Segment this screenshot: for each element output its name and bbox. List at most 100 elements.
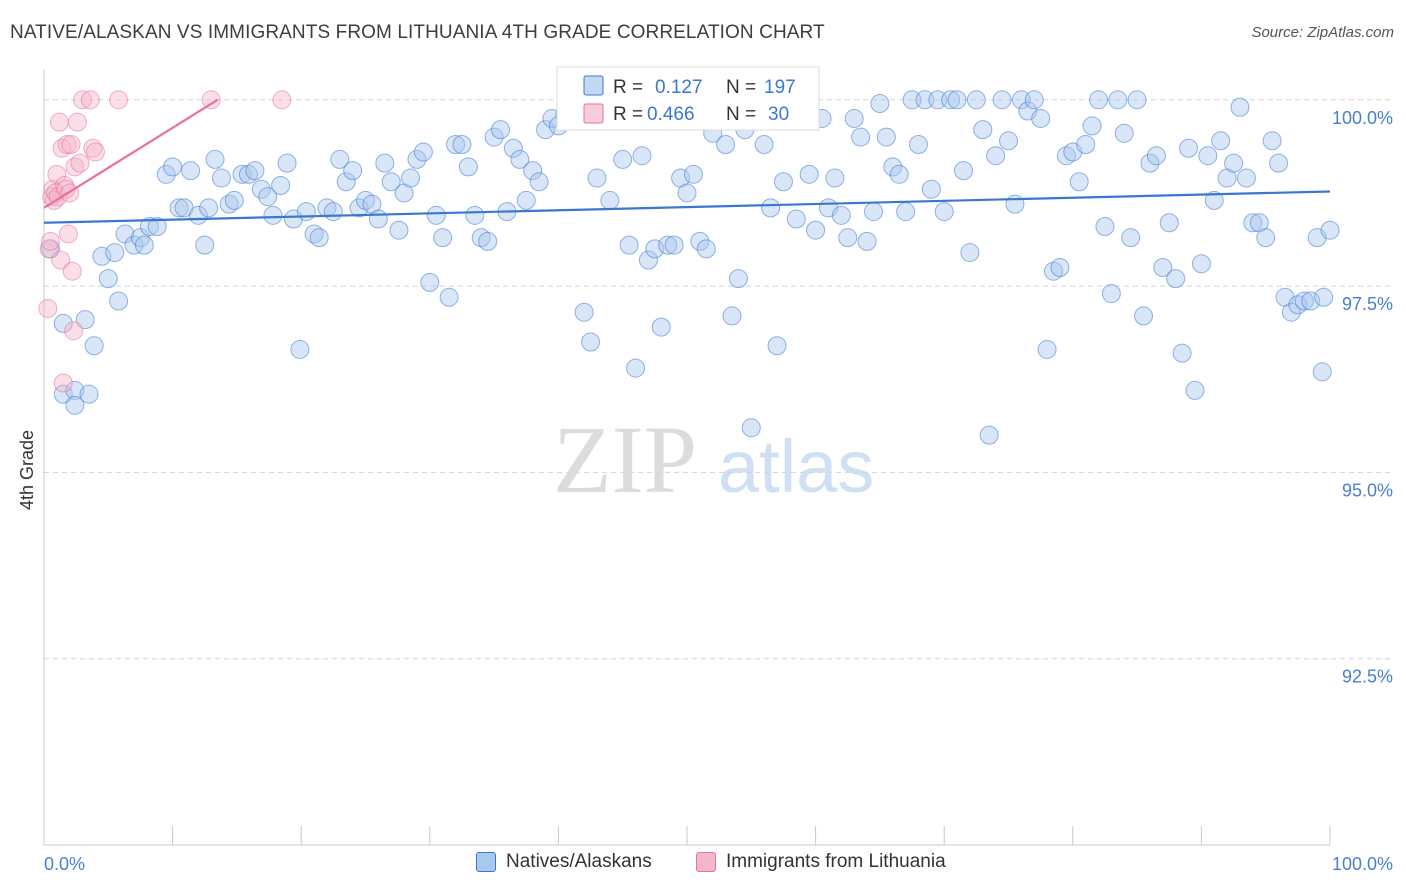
point-lithuania xyxy=(58,224,78,244)
point-natives xyxy=(211,168,231,188)
point-natives xyxy=(979,425,999,445)
point-natives xyxy=(98,269,118,289)
point-natives xyxy=(1005,194,1025,214)
point-natives xyxy=(199,198,219,218)
x-tick-label: 0.0% xyxy=(44,854,85,874)
point-natives xyxy=(947,90,967,110)
point-natives xyxy=(529,172,549,192)
point-natives xyxy=(484,127,504,147)
legend-r-value: 0.127 xyxy=(655,77,703,98)
point-lithuania xyxy=(39,239,59,259)
point-natives xyxy=(883,157,903,177)
point-natives xyxy=(75,310,95,330)
point-lithuania xyxy=(109,90,129,110)
point-natives xyxy=(786,209,806,229)
y-tick-label: 97.5% xyxy=(1342,294,1393,314)
point-natives xyxy=(92,246,112,266)
legend-swatch-pink xyxy=(583,103,604,124)
legend-item-natives: Natives/Alaskans xyxy=(476,851,652,873)
point-lithuania xyxy=(67,112,87,132)
point-natives xyxy=(1243,213,1263,233)
legend-swatch-pink xyxy=(696,852,716,872)
point-natives xyxy=(134,235,154,255)
point-natives xyxy=(433,228,453,248)
legend-bottom: Natives/Alaskans Immigrants from Lithuan… xyxy=(0,851,1406,879)
point-natives xyxy=(773,172,793,192)
point-natives xyxy=(304,224,324,244)
point-natives xyxy=(195,235,215,255)
point-natives xyxy=(889,164,909,184)
point-lithuania xyxy=(51,250,71,270)
point-lithuania xyxy=(53,373,73,393)
point-natives xyxy=(271,176,291,196)
point-natives xyxy=(124,235,144,255)
legend-swatch-blue xyxy=(476,852,496,872)
point-lithuania xyxy=(272,90,292,110)
point-natives xyxy=(1314,287,1334,307)
point-natives xyxy=(258,187,278,207)
series-natives-alaskans xyxy=(40,90,1340,445)
point-natives xyxy=(356,190,375,210)
point-lithuania xyxy=(40,231,60,251)
point-natives xyxy=(224,190,244,210)
point-natives xyxy=(677,183,697,203)
point-natives xyxy=(1114,123,1134,143)
point-natives xyxy=(368,209,388,229)
legend-item-lithuania: Immigrants from Lithuania xyxy=(696,851,946,873)
point-natives xyxy=(1224,153,1244,173)
point-natives xyxy=(523,161,543,181)
point-natives xyxy=(1121,228,1141,248)
x-tick-label: 100.0% xyxy=(1332,854,1393,874)
x-tick-labels: 0.0% 100.0% xyxy=(44,854,1393,874)
legend-label-lithuania: Immigrants from Lithuania xyxy=(726,851,946,872)
point-lithuania xyxy=(47,164,67,184)
point-natives xyxy=(465,205,485,225)
point-natives xyxy=(683,164,703,184)
point-natives xyxy=(767,336,787,356)
point-natives xyxy=(838,228,858,248)
point-natives xyxy=(941,90,961,110)
point-natives xyxy=(645,239,665,259)
point-natives xyxy=(1089,90,1109,110)
point-natives xyxy=(934,202,954,222)
axes xyxy=(43,70,1331,846)
point-natives xyxy=(953,161,973,181)
point-natives xyxy=(245,161,265,181)
point-natives xyxy=(613,149,633,169)
point-natives xyxy=(921,179,941,199)
point-natives xyxy=(381,172,401,192)
legend-n-label: N = xyxy=(726,104,756,125)
trend-line-natives xyxy=(43,190,1331,224)
point-natives xyxy=(478,231,498,251)
point-natives xyxy=(232,164,252,184)
point-natives xyxy=(1281,302,1301,322)
point-natives xyxy=(863,202,883,222)
series-immigrants-lithuania xyxy=(38,90,292,393)
point-natives xyxy=(1166,269,1186,289)
point-natives xyxy=(1236,168,1256,188)
point-natives xyxy=(169,198,189,218)
point-natives xyxy=(1044,261,1064,281)
legend-n-value: 30 xyxy=(768,104,789,125)
point-natives xyxy=(1172,343,1192,363)
y-tick-label: 100.0% xyxy=(1332,108,1393,128)
point-natives xyxy=(375,153,395,173)
point-natives xyxy=(323,202,343,222)
point-natives xyxy=(1076,135,1096,155)
point-natives xyxy=(139,216,159,236)
point-natives xyxy=(1153,257,1173,277)
point-natives xyxy=(806,220,826,240)
point-natives xyxy=(330,149,350,169)
point-natives xyxy=(574,302,594,322)
legend-r-value: 0.466 xyxy=(647,104,695,125)
point-natives xyxy=(471,228,491,248)
point-natives xyxy=(349,198,369,218)
point-natives xyxy=(851,127,871,147)
point-natives xyxy=(1050,257,1070,277)
trend-line-lithuania xyxy=(43,98,219,209)
point-natives xyxy=(439,287,459,307)
point-natives xyxy=(587,168,607,188)
point-natives xyxy=(619,235,639,255)
point-lithuania xyxy=(65,157,85,177)
point-natives xyxy=(876,127,896,147)
